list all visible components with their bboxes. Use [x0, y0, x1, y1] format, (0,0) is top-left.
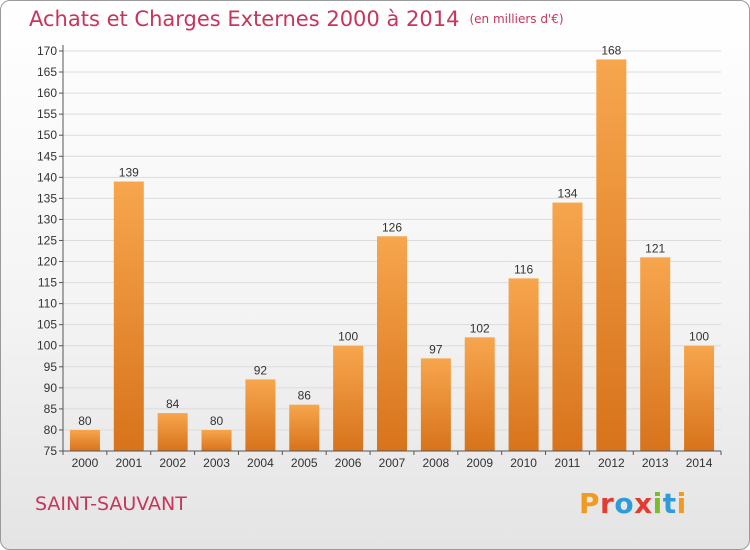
x-tick-label: 2008 [423, 456, 450, 470]
y-tick-label: 95 [44, 360, 58, 374]
x-tick-label: 2009 [466, 456, 493, 470]
y-tick-label: 115 [38, 276, 57, 290]
bar [201, 429, 232, 451]
value-label: 86 [298, 389, 312, 403]
bar [684, 345, 715, 451]
x-tick-label: 2013 [642, 456, 669, 470]
x-tick-label: 2010 [510, 456, 537, 470]
value-label: 84 [166, 397, 180, 411]
y-tick-label: 100 [37, 339, 57, 353]
y-tick-label: 170 [37, 44, 57, 58]
logo-letter: t [662, 487, 677, 520]
y-tick-label: 105 [37, 318, 57, 332]
axes [62, 45, 721, 452]
logo-letter: i [652, 487, 663, 520]
y-tick-label: 140 [37, 170, 57, 184]
y-tick-label: 150 [37, 128, 57, 142]
value-label: 100 [338, 330, 358, 344]
bar [508, 278, 539, 451]
chart-title: Achats et Charges Externes 2000 à 2014 (e… [29, 7, 564, 31]
y-tick-label: 90 [44, 381, 58, 395]
bar [69, 429, 100, 451]
logo-letter: x [634, 487, 653, 520]
chart-unit: (en milliers d'€) [469, 12, 564, 26]
value-label: 121 [645, 241, 665, 255]
value-label: 168 [601, 43, 621, 57]
value-label: 97 [429, 342, 443, 356]
y-tick-label: 120 [37, 255, 57, 269]
x-tick-label: 2004 [247, 456, 274, 470]
bar [464, 337, 495, 451]
value-label: 134 [557, 187, 577, 201]
bars [69, 59, 715, 452]
bar [245, 379, 276, 451]
x-tick-label: 2002 [159, 456, 186, 470]
x-tick-label: 2011 [555, 456, 581, 470]
y-axis-ticks: 75 80 85 90 95 100 105 110 115 120 125 130 135 140 145… [37, 44, 63, 458]
value-label: 139 [119, 166, 139, 180]
y-tick-label: 145 [37, 149, 57, 163]
value-label: 80 [78, 414, 92, 428]
value-label: 92 [254, 363, 268, 377]
y-tick-label: 75 [44, 444, 58, 458]
value-label: 126 [382, 220, 402, 234]
y-tick-label: 125 [37, 233, 57, 247]
y-tick-label: 85 [44, 402, 58, 416]
proxiti-logo: Proxiti [579, 487, 687, 520]
bar [377, 236, 407, 451]
x-tick-label: 2001 [115, 456, 142, 470]
value-label: 80 [210, 414, 224, 428]
value-label: 102 [470, 321, 490, 335]
x-tick-label: 2000 [72, 456, 99, 470]
x-tick-label: 2005 [291, 456, 318, 470]
x-axis-ticks: 2000 2001 2002 2003 2004 2005 2006 2007 2008 2009… [62, 451, 722, 470]
y-tick-label: 135 [37, 191, 57, 205]
bar [157, 413, 188, 451]
y-tick-label: 160 [37, 86, 57, 100]
x-tick-label: 2006 [335, 456, 362, 470]
logo-letter: P [579, 487, 601, 520]
logo-letter: r [600, 487, 615, 520]
y-tick-label: 155 [37, 107, 57, 121]
x-tick-label: 2014 [686, 456, 713, 470]
y-tick-label: 80 [44, 423, 58, 437]
bar [420, 358, 451, 451]
x-tick-label: 2003 [203, 456, 230, 470]
x-tick-label: 2012 [598, 456, 625, 470]
bar [113, 181, 144, 452]
y-tick-label: 165 [37, 65, 57, 79]
bar [333, 345, 364, 451]
x-tick-label: 2007 [379, 456, 406, 470]
bar [289, 404, 320, 451]
value-label: 116 [514, 262, 533, 276]
bar [640, 257, 671, 451]
place-name: SAINT-SAUVANT [35, 493, 187, 515]
y-tick-label: 110 [38, 297, 57, 311]
logo-letter: i [676, 487, 687, 520]
value-labels: 80 139 84 80 92 86 100 126 97 102 116 134 168 121 100 [78, 43, 709, 428]
y-tick-label: 130 [37, 212, 57, 226]
bar [552, 202, 583, 451]
bar [596, 59, 627, 451]
value-label: 100 [689, 330, 709, 344]
chart-title-text: Achats et Charges Externes 2000 à 2014 [29, 7, 460, 31]
logo-letter: o [614, 487, 635, 520]
